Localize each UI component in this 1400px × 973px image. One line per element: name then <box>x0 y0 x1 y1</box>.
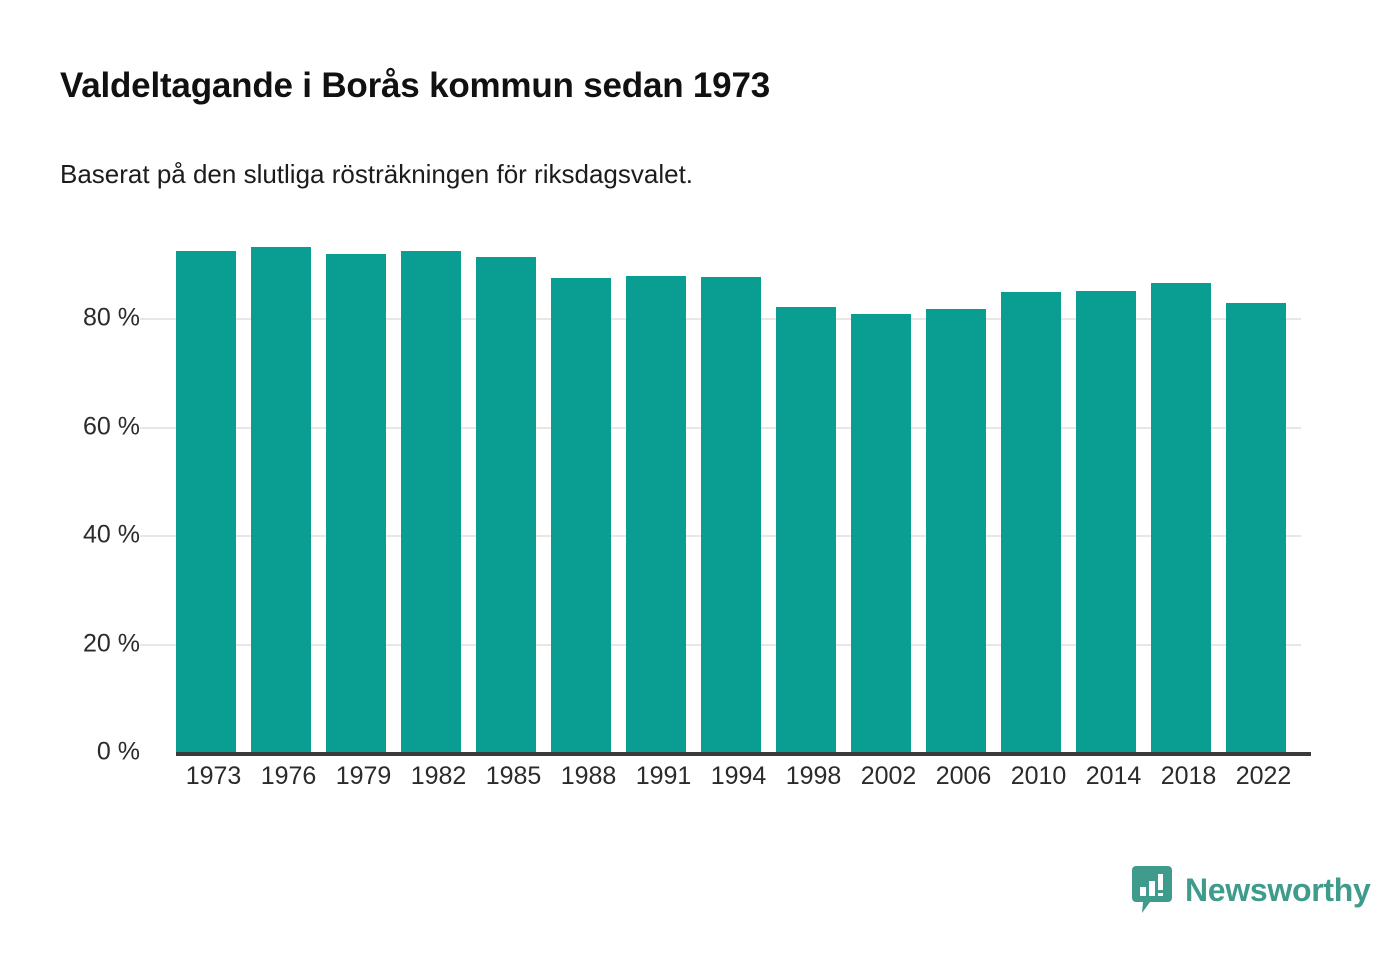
x-axis-line <box>176 752 1311 756</box>
x-axis-tick-label: 1994 <box>710 762 767 790</box>
bar[interactable] <box>1226 303 1286 752</box>
bar-slot <box>401 210 476 752</box>
x-axis-tick-label: 1982 <box>410 762 467 790</box>
bar[interactable] <box>851 313 911 752</box>
bar-slot <box>1076 210 1151 752</box>
bar-slot <box>851 210 926 752</box>
plot-area <box>140 210 1311 756</box>
y-axis-tick-label: 40 % <box>83 520 140 549</box>
y-axis: 0 % 20 % 40 % 60 % 80 % <box>20 210 140 766</box>
bar-slot <box>176 210 251 752</box>
bar[interactable] <box>1076 291 1136 752</box>
newsworthy-logo[interactable]: Newsworthy <box>1131 863 1371 917</box>
bar[interactable] <box>1001 292 1061 752</box>
x-axis-tick-label: 1976 <box>260 762 317 790</box>
bar-slot <box>326 210 401 752</box>
bar[interactable] <box>626 275 686 752</box>
chart-subtitle: Baserat på den slutliga rösträkningen fö… <box>60 159 694 189</box>
x-axis-tick-label: 2018 <box>1160 762 1217 790</box>
x-axis-tick-label: 1973 <box>185 762 242 790</box>
x-axis-tick-label: 1991 <box>635 762 692 790</box>
bar-slot <box>1226 210 1301 752</box>
x-axis-tick-label: 2006 <box>935 762 992 790</box>
bar-slot <box>551 210 626 752</box>
bar[interactable] <box>176 250 236 752</box>
x-axis-tick-label: 2014 <box>1085 762 1142 790</box>
bar-slot <box>251 210 326 752</box>
bar-slot <box>626 210 701 752</box>
bar-slot <box>1001 210 1076 752</box>
bar[interactable] <box>701 276 761 752</box>
bar[interactable] <box>401 250 461 752</box>
bar-series <box>176 210 1301 752</box>
bar[interactable] <box>476 257 536 752</box>
bar-slot <box>926 210 1001 752</box>
bar-slot <box>776 210 851 752</box>
y-axis-tick-label: 60 % <box>83 412 140 441</box>
x-axis-tick-label: 2022 <box>1235 762 1292 790</box>
page-title: Valdeltagande i Borås kommun sedan 1973 <box>60 66 770 105</box>
bar-slot <box>476 210 551 752</box>
x-axis-tick-label: 2002 <box>860 762 917 790</box>
y-axis-tick-label: 80 % <box>83 303 140 332</box>
bar-slot <box>701 210 776 752</box>
x-axis-tick-label: 1985 <box>485 762 542 790</box>
bar[interactable] <box>1151 282 1211 752</box>
y-axis-tick-label: 20 % <box>83 629 140 658</box>
bar[interactable] <box>551 277 611 752</box>
y-axis-tick-label: 0 % <box>96 737 140 766</box>
logo-wordmark: Newsworthy <box>1185 871 1371 908</box>
x-axis-tick-label: 1988 <box>560 762 617 790</box>
bar[interactable] <box>326 254 386 752</box>
bar-slot <box>1151 210 1226 752</box>
x-axis: 1973 1976 1979 1982 1985 1988 1991 1994 1998 2002… <box>176 762 1301 802</box>
x-axis-tick-label: 2010 <box>1010 762 1067 790</box>
bar[interactable] <box>926 308 986 752</box>
x-axis-tick-label: 1998 <box>785 762 842 790</box>
bar[interactable] <box>776 307 836 752</box>
speech-bubble-bar-chart-icon <box>1131 865 1173 915</box>
x-axis-tick-label: 1979 <box>335 762 392 790</box>
bar[interactable] <box>251 247 311 752</box>
